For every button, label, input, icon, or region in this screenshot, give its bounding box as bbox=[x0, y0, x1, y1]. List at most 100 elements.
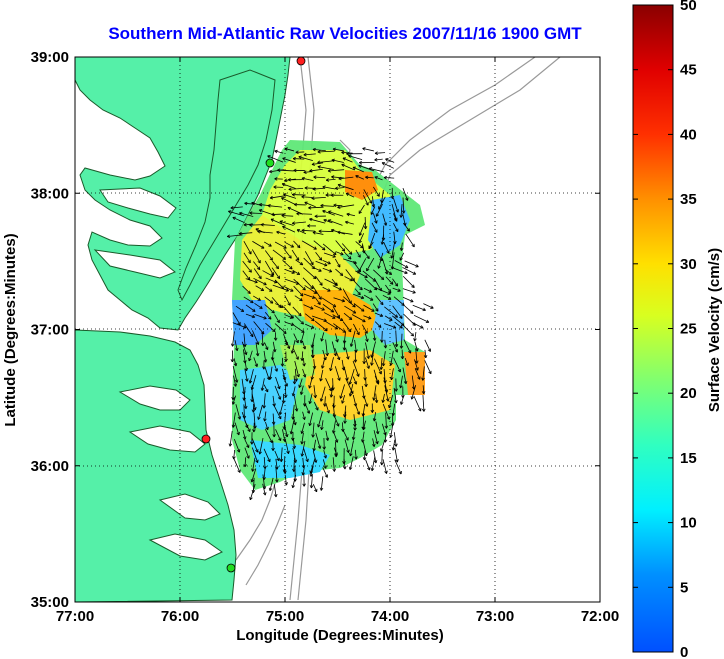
arrow-head bbox=[311, 267, 315, 270]
velocity-arrow bbox=[373, 269, 385, 280]
arrow-head bbox=[376, 382, 379, 385]
arrow-head bbox=[270, 316, 272, 320]
arrow-head bbox=[302, 346, 306, 350]
velocity-arrow bbox=[363, 304, 375, 312]
x-tick-labels: 77:00 76:00 75:00 74:00 73:00 72:00 bbox=[56, 608, 619, 625]
arrow-head bbox=[285, 394, 288, 398]
arrow-head bbox=[345, 193, 349, 197]
velocity-arrow bbox=[281, 215, 294, 217]
velocity-arrow bbox=[282, 429, 286, 442]
arrow-head bbox=[231, 401, 234, 405]
station-north[interactable] bbox=[296, 56, 306, 66]
arrow-head bbox=[383, 237, 386, 241]
station-delmarva[interactable] bbox=[265, 158, 275, 168]
arrow-head bbox=[279, 458, 282, 462]
arrow-head bbox=[302, 321, 304, 325]
velocity-arrow bbox=[242, 270, 251, 281]
arrow-head bbox=[421, 408, 425, 412]
arrow-head bbox=[411, 396, 415, 400]
velocity-arrow bbox=[311, 315, 327, 322]
velocity-arrow bbox=[332, 457, 335, 472]
arrow-head bbox=[395, 400, 398, 404]
velocity-arrow bbox=[371, 350, 374, 366]
arrow-head bbox=[396, 343, 399, 347]
arrow-head bbox=[243, 224, 247, 227]
velocity-arrow bbox=[244, 360, 248, 371]
velocity-arrow bbox=[272, 260, 279, 270]
velocity-arrow bbox=[287, 207, 304, 215]
arrow-head bbox=[374, 220, 377, 224]
arrow-head bbox=[304, 186, 308, 189]
arrow-head bbox=[309, 401, 312, 405]
arrow-head bbox=[327, 170, 331, 173]
station-outer-banks[interactable] bbox=[226, 563, 236, 573]
arrow-head bbox=[379, 366, 382, 370]
velocity-arrow bbox=[402, 275, 415, 288]
velocity-arrow bbox=[313, 176, 326, 179]
arrow-head bbox=[277, 397, 281, 400]
arrow-head bbox=[263, 492, 266, 496]
velocity-arrow bbox=[326, 178, 336, 181]
arrow-head bbox=[242, 308, 245, 312]
velocity-arrow bbox=[310, 465, 314, 477]
velocity-arrow bbox=[342, 296, 356, 308]
arrow-head bbox=[281, 213, 285, 216]
velocity-arrow bbox=[314, 297, 321, 305]
arrow-head bbox=[309, 170, 313, 173]
velocity-arrow bbox=[322, 186, 336, 190]
velocity-arrow bbox=[313, 401, 319, 411]
arrow-head bbox=[337, 378, 340, 381]
arrow-head bbox=[327, 219, 331, 223]
velocity-arrow bbox=[288, 187, 304, 190]
arrow-head bbox=[287, 179, 291, 182]
velocity-arrow bbox=[382, 213, 387, 226]
velocity-arrow bbox=[272, 284, 289, 292]
velocity-arrow bbox=[325, 402, 330, 414]
arrow-head bbox=[413, 284, 415, 288]
velocity-arrow bbox=[373, 430, 378, 445]
arrow-head bbox=[329, 394, 332, 398]
arrow-head bbox=[298, 156, 302, 159]
station-virginia-beach[interactable] bbox=[201, 434, 211, 444]
arrow-head bbox=[228, 443, 231, 447]
arrow-head bbox=[314, 275, 317, 279]
velocity-arrow bbox=[294, 315, 304, 325]
arrow-head bbox=[320, 338, 322, 342]
arrow-head bbox=[264, 486, 267, 490]
arrow-head bbox=[273, 328, 276, 332]
arrow-head bbox=[282, 426, 285, 430]
velocity-arrow bbox=[328, 169, 345, 172]
velocity-arrow bbox=[373, 412, 377, 422]
arrow-head bbox=[317, 150, 321, 153]
arrow-head bbox=[399, 316, 403, 319]
arrow-head bbox=[368, 167, 372, 171]
arrow-head bbox=[319, 283, 323, 286]
arrow-head bbox=[317, 165, 321, 167]
arrow-head bbox=[376, 214, 380, 217]
arrow-head bbox=[294, 202, 298, 205]
arrow-head bbox=[400, 401, 402, 405]
arrow-head bbox=[364, 331, 368, 334]
arrow-head bbox=[277, 265, 279, 269]
arrow-head bbox=[366, 403, 369, 407]
velocity-arrow bbox=[322, 467, 328, 478]
arrow-head bbox=[314, 214, 318, 217]
arrow-head bbox=[378, 371, 382, 375]
velocity-arrow bbox=[341, 151, 353, 154]
velocity-arrow bbox=[402, 267, 416, 275]
velocity-arrow bbox=[392, 287, 401, 292]
arrow-head bbox=[251, 479, 255, 483]
velocity-arrow bbox=[245, 278, 258, 283]
velocity-arrow bbox=[243, 323, 254, 337]
arrow-head bbox=[395, 443, 398, 447]
velocity-arrow bbox=[332, 314, 344, 321]
velocity-arrow bbox=[346, 213, 356, 217]
arrow-head bbox=[372, 337, 376, 341]
arrow-head bbox=[414, 338, 417, 342]
arrow-head bbox=[362, 426, 364, 430]
arrow-head bbox=[317, 162, 321, 165]
arrow-head bbox=[337, 183, 342, 186]
velocity-arrow bbox=[331, 278, 338, 286]
arrow-head bbox=[314, 489, 317, 493]
velocity-arrow bbox=[292, 221, 306, 224]
